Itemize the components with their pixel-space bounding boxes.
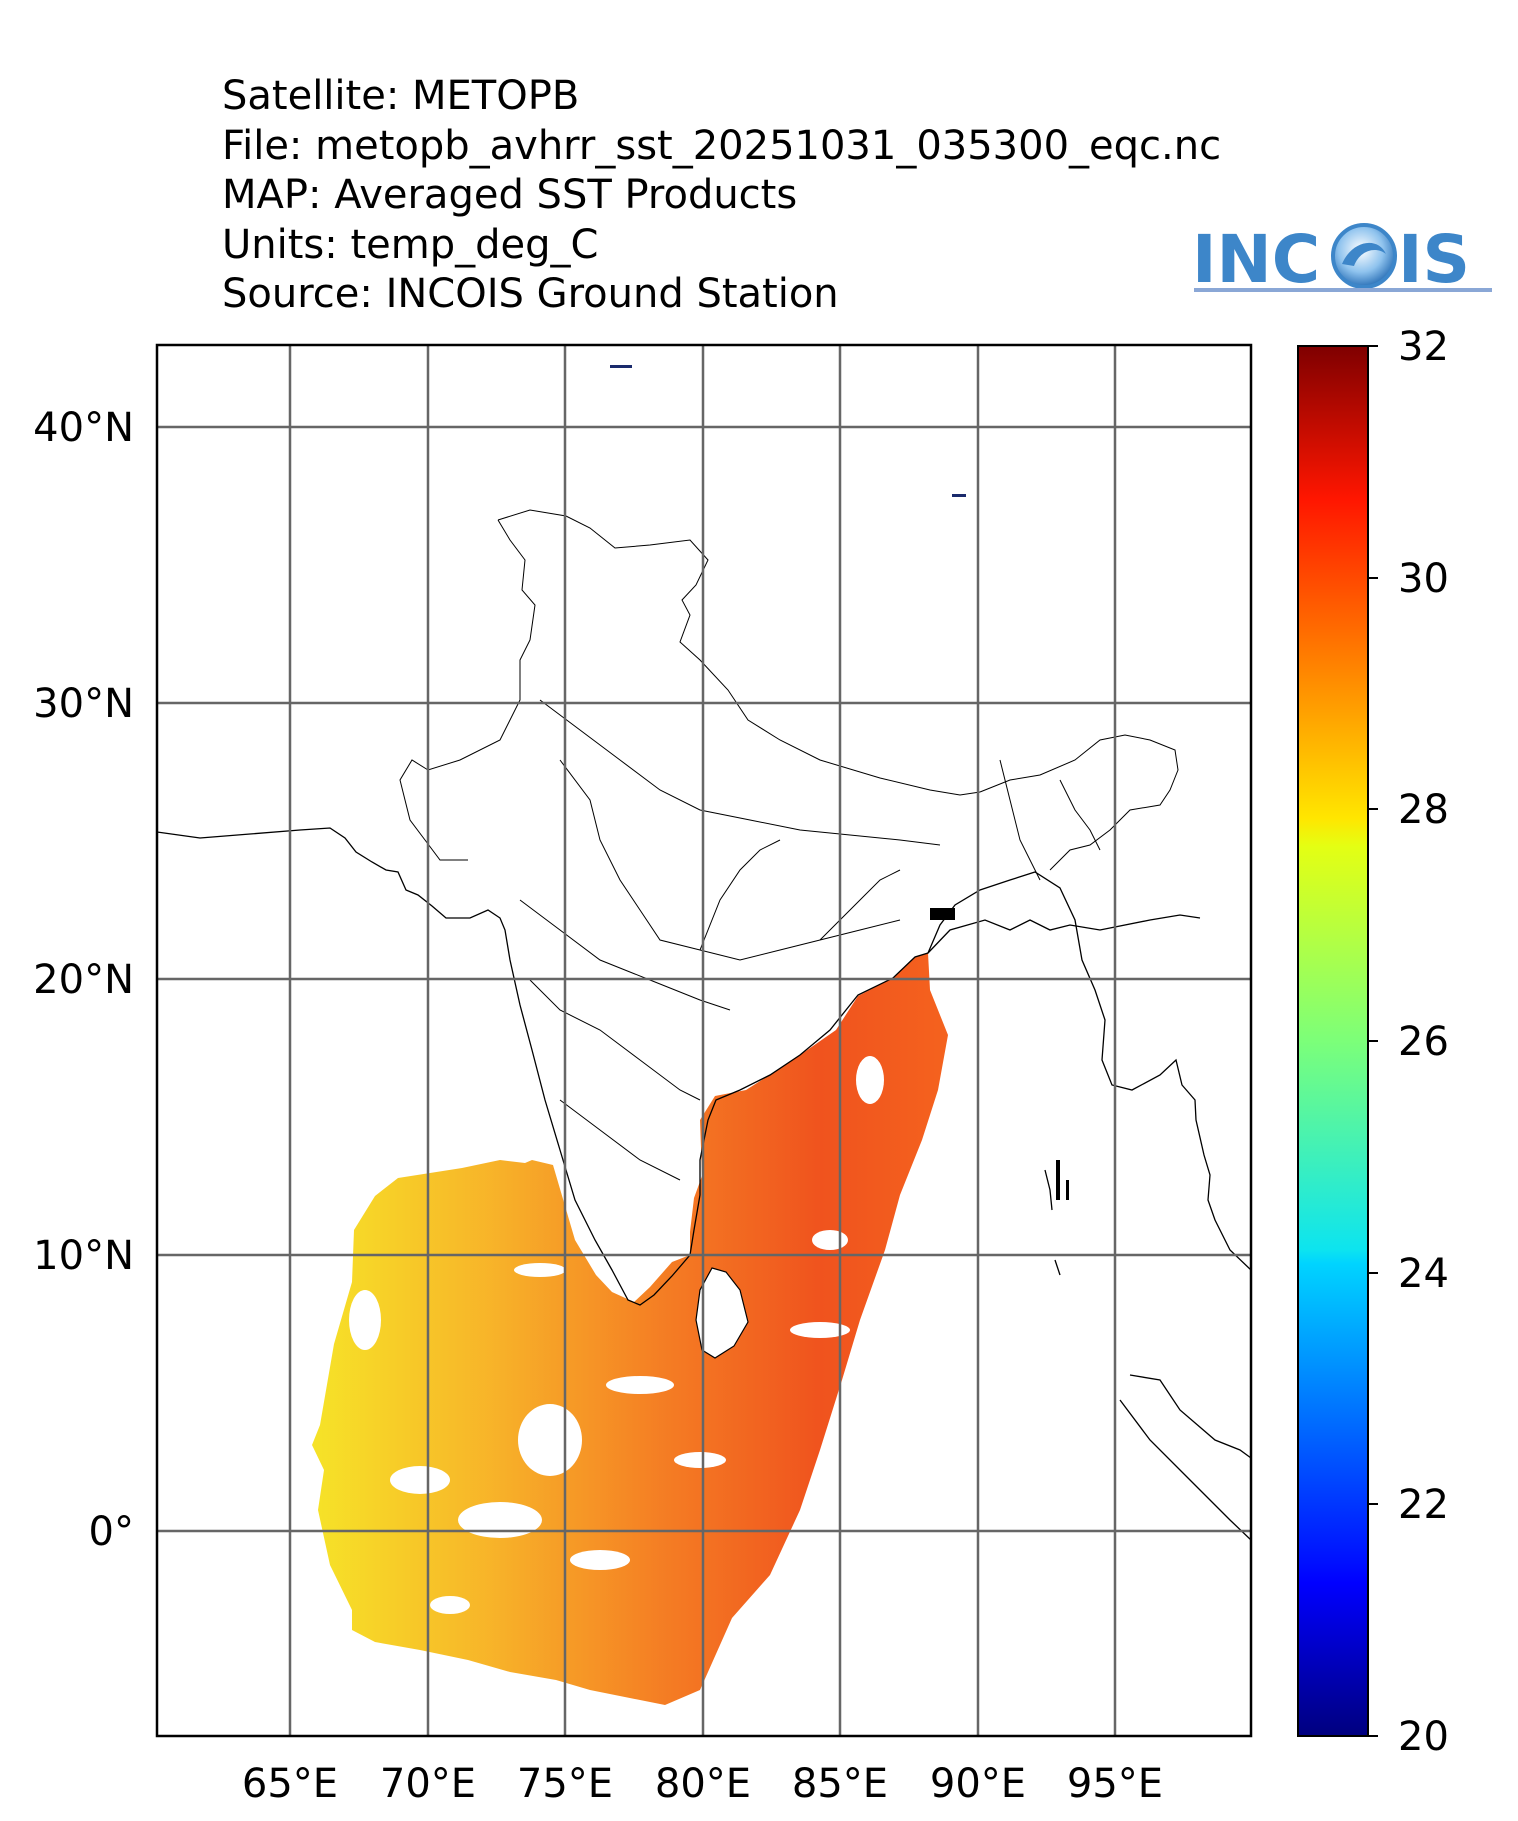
header-units: Units: temp_deg_C [222,221,599,268]
lat-label-0: 0° [89,1509,134,1555]
logo-globe-icon [1331,223,1397,289]
lon-label-95: 95°E [1067,1761,1163,1807]
lon-tick-labels: 65°E 70°E 75°E 80°E 85°E 90°E 95°E [242,1761,1163,1807]
lat-label-30: 30°N [33,681,134,727]
lon-label-85: 85°E [792,1761,888,1807]
gridlines [157,345,1251,1736]
lon-label-80: 80°E [655,1761,751,1807]
lat-label-40: 40°N [33,405,134,451]
colorbar-label-26: 26 [1398,1019,1449,1065]
lon-label-70: 70°E [380,1761,476,1807]
cloud-gaps [349,1056,884,1614]
islands [610,365,1069,1200]
header: Satellite: METOPB File: metopb_avhrr_sst… [222,72,1221,320]
colorbar-label-22: 22 [1398,1482,1449,1528]
lon-label-90: 90°E [930,1761,1026,1807]
colorbar-gradient [1297,345,1369,1737]
sri-lanka-land [695,1267,749,1359]
header-file: File: metopb_avhrr_sst_20251031_035300_e… [222,122,1222,169]
header-map: MAP: Averaged SST Products [222,172,798,218]
header-source: Source: INCOIS Ground Station [222,271,839,317]
logo-text-left: INC [1192,221,1320,296]
lon-label-65: 65°E [242,1761,338,1807]
coastlines [157,827,1251,1541]
sst-swath-area [312,953,948,1705]
sst-swath [312,953,948,1705]
colorbar-label-20: 20 [1398,1714,1449,1760]
lon-label-75: 75°E [517,1761,613,1807]
header-satellite: Satellite: METOPB [222,73,580,119]
lat-label-10: 10°N [33,1233,134,1279]
logo-text-right: IS [1398,221,1470,296]
lat-label-20: 20°N [33,957,134,1003]
map-frame [155,343,1253,1738]
colorbar-label-32: 32 [1398,324,1449,370]
colorbar-label-28: 28 [1398,787,1449,833]
state-boundaries [399,509,1179,1181]
incois-logo: INC IS [1192,221,1492,296]
colorbar-label-24: 24 [1398,1251,1449,1297]
colorbar: 20 22 24 26 28 30 32 [1297,324,1449,1760]
lat-tick-labels: 40°N 30°N 20°N 10°N 0° [33,405,134,1555]
colorbar-label-30: 30 [1398,556,1449,602]
